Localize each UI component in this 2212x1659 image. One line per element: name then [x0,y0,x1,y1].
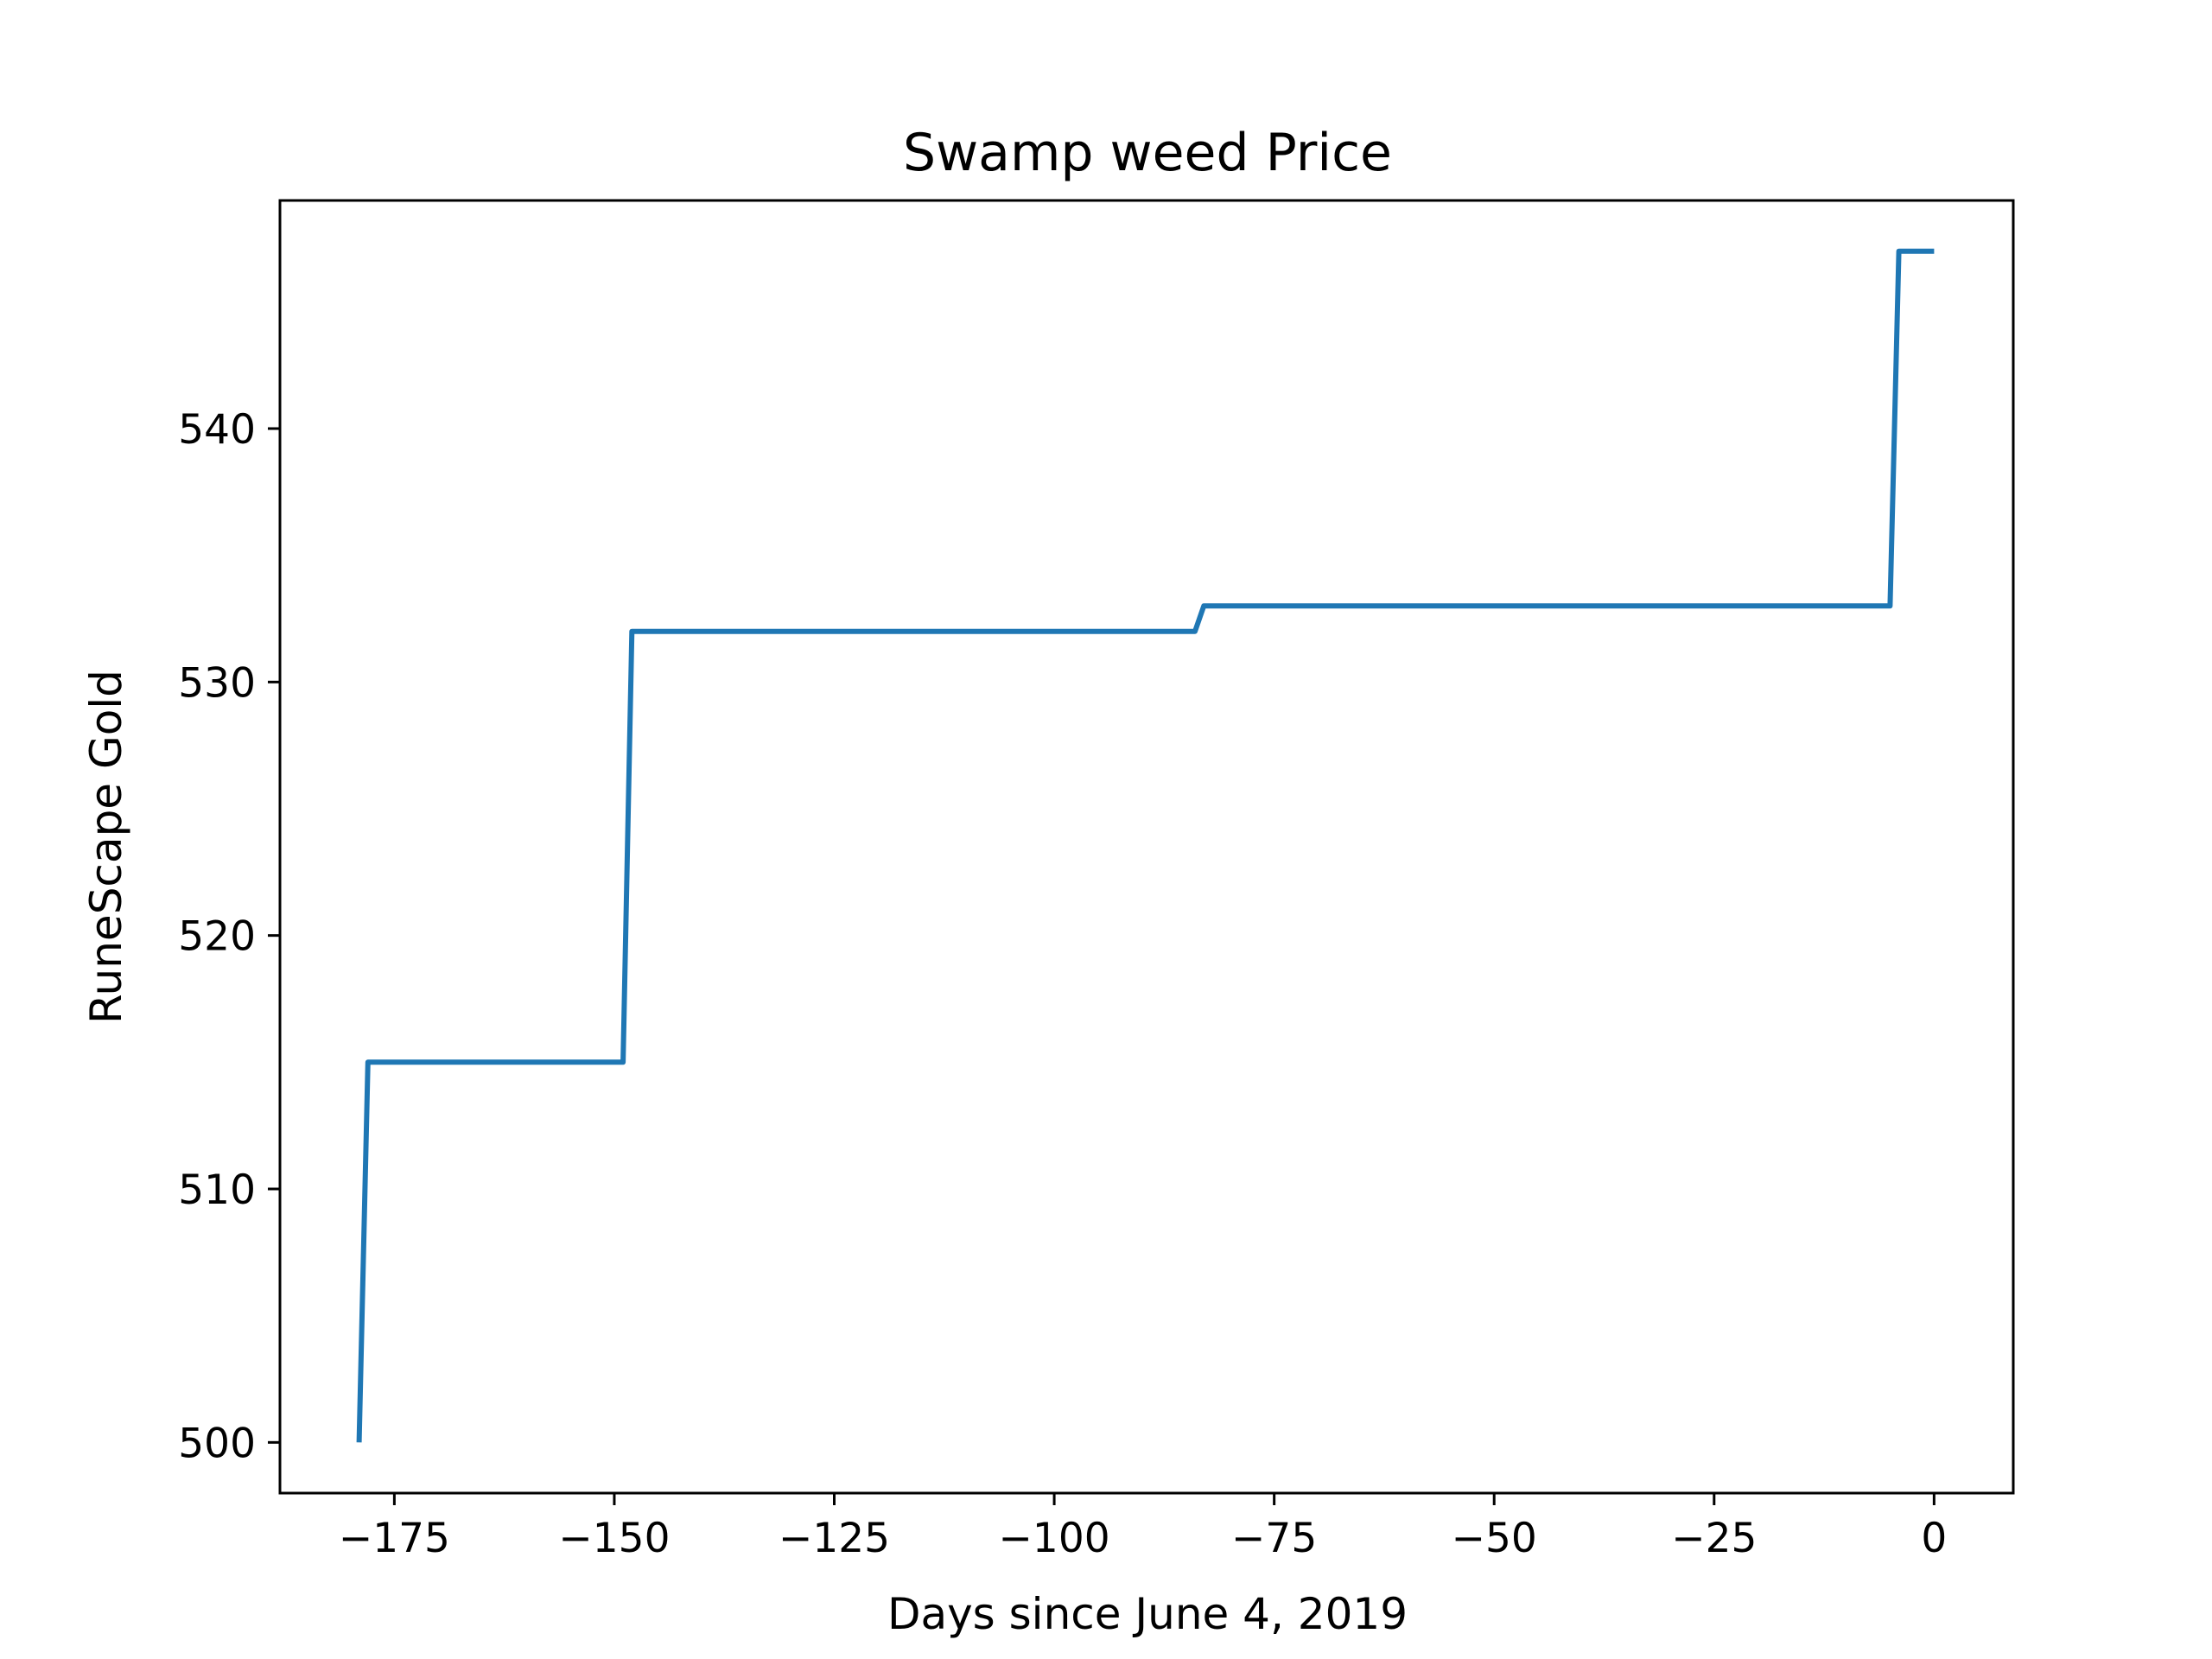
x-tick-label: −75 [1231,1515,1317,1562]
plot-area [356,248,1935,1443]
y-axis-ticks: 500 510 520 530 540 [178,406,280,1467]
x-axis-ticks: −175 −150 −125 −100 −75 −50 −25 0 [339,1493,1947,1562]
x-tick-label: −150 [558,1515,670,1562]
y-tick-label: 540 [178,406,256,454]
x-tick-label: −25 [1671,1515,1757,1562]
x-axis-label: Days since June 4, 2019 [887,1589,1408,1639]
y-tick-label: 520 [178,913,256,961]
x-tick-label: −125 [779,1515,890,1562]
axes-frame [278,199,2015,1495]
series-line [356,248,1935,1443]
x-tick-label: −50 [1452,1515,1537,1562]
y-tick-label: 500 [178,1420,256,1467]
y-tick-label: 510 [178,1166,256,1214]
x-tick-label: −100 [999,1515,1110,1562]
y-tick-label: 530 [178,659,256,707]
x-tick-label: −175 [339,1515,450,1562]
x-tick-label: 0 [1921,1515,1947,1562]
y-axis-label: RuneScape Gold [81,670,131,1024]
chart-title: Swamp weed Price [903,123,1392,183]
